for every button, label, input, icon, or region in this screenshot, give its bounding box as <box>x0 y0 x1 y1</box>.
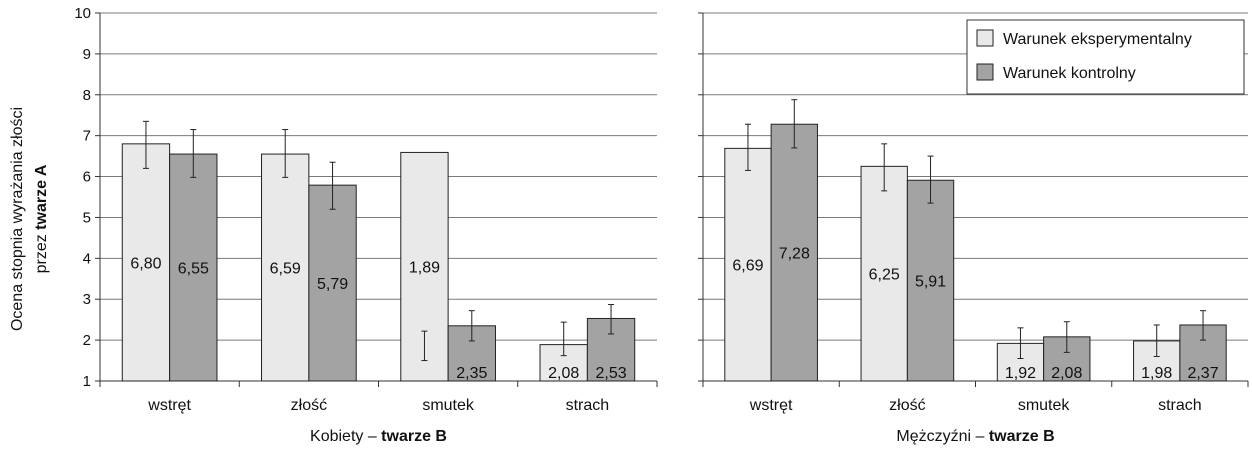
data-label: 6,80 <box>130 255 161 272</box>
chart-panels: 1 2 3 4 5 6 7 8 9 10 wstręt 6,80 6,55 złość 6,59 5,79 sm… <box>74 5 1249 445</box>
category-label: wstręt <box>147 397 191 414</box>
x-axis-title-prefix: Kobiety – <box>310 428 381 445</box>
category-label: smutek <box>422 397 475 414</box>
legend-swatch <box>976 29 994 47</box>
y-tick-label: 9 <box>83 46 91 63</box>
x-axis-title-bold: twarze B <box>989 428 1055 445</box>
legend-label: Warunek eksperymentalny <box>1003 31 1192 48</box>
y-tick-label: 1 <box>83 373 91 390</box>
category-label: złość <box>291 397 327 414</box>
bar-experimental <box>121 143 171 382</box>
y-axis-title: Ocena stopnia wyrażania złości <box>9 107 26 331</box>
y-tick-label: 10 <box>74 5 91 22</box>
y-tick-label: 6 <box>83 169 91 186</box>
x-axis-title: Mężczyźni – twarze B <box>896 428 1054 445</box>
legend: Warunek eksperymentalny Warunek kontrolny <box>966 19 1245 95</box>
y-axis-title-line2-prefix: przez <box>33 230 50 274</box>
x-axis-title-prefix: Mężczyźni – <box>896 428 988 445</box>
data-label: 1,92 <box>1005 365 1036 382</box>
y-tick-label: 8 <box>83 87 91 104</box>
panel-2: wstręt 6,69 7,28 złość 6,25 5,91 smutek 1,92 2,0… <box>698 12 1249 445</box>
y-tick-label: 7 <box>83 128 91 145</box>
data-label: 2,53 <box>595 365 626 382</box>
data-label: 2,08 <box>1051 365 1082 382</box>
data-label: 2,35 <box>456 365 487 382</box>
data-label: 5,79 <box>317 276 348 293</box>
y-tick-label: 4 <box>83 250 91 267</box>
bar-experimental <box>860 165 908 382</box>
bar-control <box>770 123 818 382</box>
data-label: 6,25 <box>869 267 900 284</box>
x-axis-title: Kobiety – twarze B <box>310 428 447 445</box>
y-tick-label: 3 <box>83 291 91 308</box>
category-label: wstręt <box>749 397 793 414</box>
legend-swatch <box>976 63 994 81</box>
y-axis-title-line2: przez twarze A <box>33 164 50 273</box>
category-label: strach <box>566 397 610 414</box>
bar-control <box>906 179 955 382</box>
bar-control <box>308 184 357 382</box>
bar-experimental <box>261 153 310 382</box>
data-label: 6,69 <box>732 258 763 275</box>
panel-1: 1 2 3 4 5 6 7 8 9 10 wstręt 6,80 6,55 złość 6,59 5,79 sm… <box>74 5 658 445</box>
data-label: 6,55 <box>178 261 209 278</box>
data-label: 6,59 <box>270 261 301 278</box>
legend-box <box>966 19 1245 95</box>
data-label: 2,08 <box>548 365 579 382</box>
y-axis-title-line2-bold: twarze A <box>33 164 50 230</box>
data-label: 2,37 <box>1187 365 1218 382</box>
y-tick-label: 5 <box>83 209 91 226</box>
legend-label: Warunek kontrolny <box>1003 65 1136 82</box>
data-label: 7,28 <box>779 246 810 263</box>
data-label: 5,91 <box>915 274 946 291</box>
x-axis-title-bold: twarze B <box>381 428 447 445</box>
category-label: strach <box>1158 397 1202 414</box>
bar-control <box>169 153 218 382</box>
data-label: 1,98 <box>1141 365 1172 382</box>
bar-experimental <box>724 147 772 382</box>
y-tick-label: 2 <box>83 332 91 349</box>
category-label: smutek <box>1018 397 1071 414</box>
category-label: złość <box>889 397 925 414</box>
data-label: 1,89 <box>409 260 440 277</box>
